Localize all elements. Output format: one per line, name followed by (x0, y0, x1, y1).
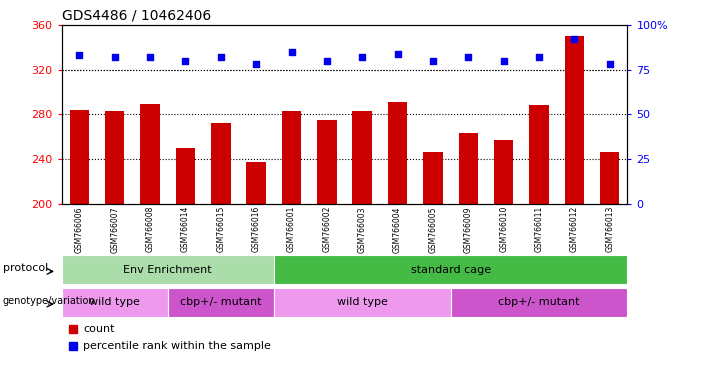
Text: GSM766004: GSM766004 (393, 206, 402, 253)
Text: wild type: wild type (336, 297, 388, 308)
Point (250, 61, 261, 67)
Bar (494, 140, 513, 204)
Bar (274, 255, 627, 285)
Bar (282, 111, 301, 204)
Point (286, 49, 297, 55)
Text: cbp+/- mutant: cbp+/- mutant (498, 297, 580, 308)
Text: standard cage: standard cage (411, 265, 491, 275)
Point (74, 52, 85, 58)
Text: GSM766001: GSM766001 (287, 206, 296, 252)
Text: GSM766014: GSM766014 (181, 206, 190, 252)
Bar (423, 152, 442, 204)
Point (533, 54, 545, 60)
Bar (62, 288, 168, 317)
Text: percentile rank within the sample: percentile rank within the sample (83, 341, 271, 351)
Bar (451, 288, 627, 317)
Point (463, 54, 474, 60)
Text: cbp+/- mutant: cbp+/- mutant (180, 297, 261, 308)
Text: GSM766003: GSM766003 (358, 206, 367, 253)
Bar (388, 102, 407, 204)
Bar (600, 152, 620, 204)
Text: genotype/variation: genotype/variation (3, 296, 95, 306)
Text: GSM766015: GSM766015 (217, 206, 225, 252)
Point (180, 58, 191, 64)
Bar (168, 288, 274, 317)
Point (392, 50, 403, 56)
Bar (211, 123, 231, 204)
Text: wild type: wild type (89, 297, 140, 308)
Bar (458, 133, 478, 204)
Point (321, 58, 332, 64)
Text: GSM766009: GSM766009 (464, 206, 472, 253)
Bar (353, 111, 372, 204)
Text: GSM766006: GSM766006 (75, 206, 84, 253)
Point (109, 54, 121, 60)
Text: count: count (83, 324, 115, 334)
Text: GSM766010: GSM766010 (499, 206, 508, 252)
Point (357, 54, 368, 60)
Text: protocol: protocol (3, 263, 48, 273)
Point (498, 58, 509, 64)
Text: GDS4486 / 10462406: GDS4486 / 10462406 (62, 8, 211, 22)
Text: GSM766008: GSM766008 (146, 206, 155, 252)
Text: GSM766005: GSM766005 (428, 206, 437, 253)
Text: GSM766012: GSM766012 (570, 206, 579, 252)
Bar (62, 255, 274, 285)
Bar (176, 148, 195, 204)
Bar (529, 105, 549, 204)
Text: GSM766013: GSM766013 (605, 206, 614, 252)
Text: GSM766011: GSM766011 (534, 206, 543, 252)
Bar (140, 104, 160, 204)
Bar (317, 120, 336, 204)
Point (144, 54, 156, 60)
Bar (69, 110, 89, 204)
Bar (564, 36, 584, 204)
Point (569, 36, 580, 42)
Point (215, 54, 226, 60)
Bar (247, 162, 266, 204)
Text: GSM766016: GSM766016 (252, 206, 261, 252)
Text: GSM766007: GSM766007 (110, 206, 119, 253)
Text: GSM766002: GSM766002 (322, 206, 332, 252)
Text: Env Enrichment: Env Enrichment (123, 265, 212, 275)
Bar (274, 288, 451, 317)
Point (428, 58, 439, 64)
Bar (105, 111, 125, 204)
Point (604, 61, 615, 67)
